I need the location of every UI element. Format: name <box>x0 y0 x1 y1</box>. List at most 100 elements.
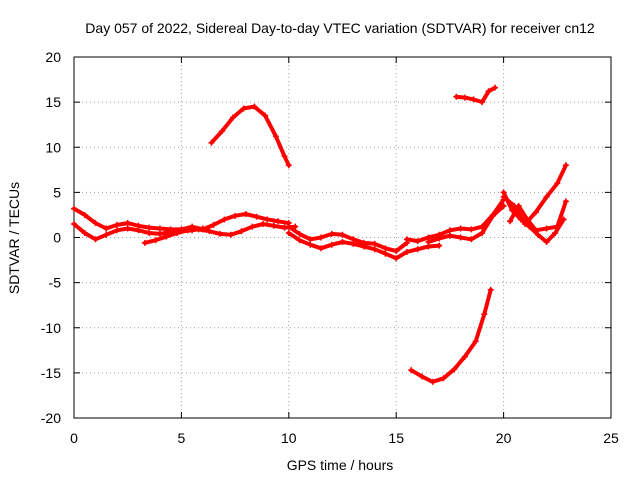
y-tick-label: -15 <box>41 365 61 381</box>
data-point <box>328 241 335 248</box>
data-point <box>489 212 496 219</box>
data-point <box>285 229 292 236</box>
data-point <box>408 367 415 374</box>
data-point <box>457 234 464 241</box>
x-tick-label: 5 <box>178 430 186 446</box>
data-point <box>71 205 77 212</box>
data-point <box>515 202 522 209</box>
data-point <box>470 96 477 103</box>
data-point <box>371 246 378 253</box>
data-point <box>461 94 468 101</box>
data-point <box>217 230 224 237</box>
data-point <box>414 238 421 245</box>
data-series <box>71 84 569 385</box>
data-point <box>418 373 425 380</box>
data-point <box>232 212 239 219</box>
data-point <box>141 239 148 246</box>
y-tick-label: -5 <box>49 275 62 291</box>
data-point <box>270 222 277 229</box>
data-point <box>403 236 410 243</box>
data-point <box>285 162 292 169</box>
y-tick-label: 20 <box>45 49 61 65</box>
data-point <box>543 239 550 246</box>
data-point <box>219 128 226 135</box>
data-point <box>562 162 569 169</box>
data-point <box>318 245 325 252</box>
data-point <box>429 378 436 385</box>
data-point <box>113 227 120 234</box>
data-point <box>468 236 475 243</box>
data-point <box>485 88 492 95</box>
data-point <box>156 230 163 237</box>
series-track-j <box>507 198 569 234</box>
y-tick-label: -20 <box>41 410 61 426</box>
data-point <box>195 226 202 233</box>
data-point <box>393 248 400 255</box>
data-point <box>479 99 486 106</box>
data-point <box>174 229 181 236</box>
data-point <box>318 234 325 241</box>
data-point <box>260 220 267 227</box>
x-axis-label: GPS time / hours <box>287 457 394 473</box>
chart-title: Day 057 of 2022, Sidereal Day-to-day VTE… <box>85 20 595 36</box>
data-point <box>532 227 539 234</box>
data-point <box>436 235 443 242</box>
series-arc-high <box>208 103 292 169</box>
data-point <box>481 311 488 318</box>
data-point <box>440 375 447 382</box>
y-tick-label: 10 <box>45 139 61 155</box>
data-point <box>251 103 258 110</box>
data-point <box>446 232 453 239</box>
y-tick-label: 0 <box>53 230 61 246</box>
y-tick-label: -10 <box>41 320 61 336</box>
axis-ticks: 0 5 10 15 20 25 -20 -15 -10 -5 0 5 10 15 20 <box>41 49 619 446</box>
data-point <box>103 231 110 238</box>
series-arc-top-right <box>453 84 499 106</box>
data-point <box>446 227 453 234</box>
y-axis-label: SDTVAR / TECUs <box>6 182 22 294</box>
data-point <box>113 221 120 228</box>
data-point <box>403 248 410 255</box>
data-point <box>339 231 346 238</box>
series-line <box>409 287 493 384</box>
data-point <box>206 228 213 235</box>
data-point <box>500 202 507 209</box>
series-track-i <box>500 162 569 227</box>
data-point <box>453 93 460 100</box>
x-tick-label: 15 <box>388 430 404 446</box>
data-point <box>472 338 479 345</box>
x-tick-label: 25 <box>603 430 619 446</box>
data-point <box>522 220 529 227</box>
data-point <box>221 216 228 223</box>
data-point <box>92 236 99 243</box>
data-point <box>492 84 499 91</box>
data-point <box>124 225 131 232</box>
data-point <box>500 193 507 200</box>
data-point <box>468 226 475 233</box>
data-point <box>487 286 494 293</box>
data-point <box>307 236 314 243</box>
data-point <box>275 218 282 225</box>
data-point <box>554 223 561 230</box>
data-point <box>272 133 279 140</box>
data-point <box>253 213 260 220</box>
data-point <box>461 353 468 360</box>
data-point <box>281 224 288 231</box>
data-point <box>296 230 303 237</box>
x-tick-label: 10 <box>281 430 297 446</box>
data-point <box>163 233 170 240</box>
x-tick-label: 20 <box>496 430 512 446</box>
data-point <box>81 211 88 218</box>
data-point <box>307 241 314 248</box>
data-point <box>71 220 77 227</box>
data-point <box>249 223 256 230</box>
data-point <box>238 228 245 235</box>
data-point <box>210 221 217 228</box>
data-point <box>479 229 486 236</box>
data-point <box>360 243 367 250</box>
data-point <box>532 209 539 216</box>
data-point <box>507 218 514 225</box>
data-point <box>285 223 292 230</box>
series-arc-low <box>408 286 494 385</box>
